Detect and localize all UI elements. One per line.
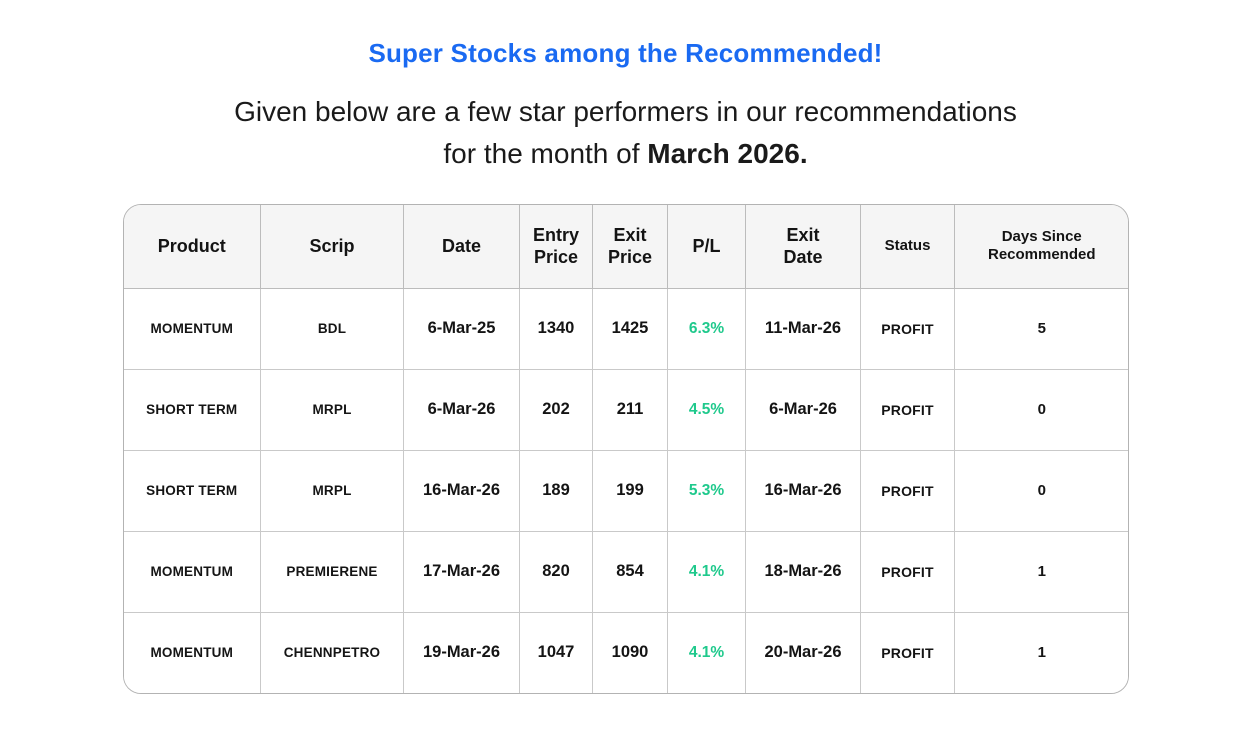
cell-product: MOMENTUM: [123, 530, 261, 613]
table-row: SHORT TERM MRPL 6-Mar-26 202 211 4.5% 6-…: [123, 368, 1128, 451]
cell-days-since: 1: [954, 611, 1128, 693]
cell-exit-price: 1425: [592, 287, 668, 370]
cell-scrip: MRPL: [260, 449, 404, 532]
cell-pl: 5.3%: [667, 449, 746, 532]
cell-days-since: 5: [954, 287, 1128, 370]
cell-scrip: MRPL: [260, 368, 404, 451]
recommendations-table: Product Scrip Date Entry Price Exit Pric…: [122, 204, 1129, 694]
cell-product: SHORT TERM: [123, 368, 261, 451]
cell-days-since: 0: [954, 449, 1128, 532]
cell-status: PROFIT: [860, 611, 955, 693]
cell-entry-price: 189: [519, 449, 593, 532]
cell-scrip: BDL: [260, 287, 404, 370]
cell-entry-price: 1047: [519, 611, 593, 693]
table-header-row: Product Scrip Date Entry Price Exit Pric…: [123, 205, 1128, 289]
col-header-days-since: Days Since Recommended: [954, 205, 1128, 289]
subtitle-month-highlight: March 2026.: [647, 138, 808, 169]
cell-status: PROFIT: [860, 287, 955, 370]
page-title: Super Stocks among the Recommended!: [368, 38, 883, 68]
cell-exit-date: 20-Mar-26: [745, 611, 861, 693]
col-header-date: Date: [403, 205, 520, 289]
cell-status: PROFIT: [860, 530, 955, 613]
cell-exit-date: 18-Mar-26: [745, 530, 861, 613]
cell-status: PROFIT: [860, 449, 955, 532]
subtitle-line1: Given below are a few star performers in…: [234, 96, 1017, 127]
col-header-status: Status: [860, 205, 955, 289]
page-subtitle: Given below are a few star performers in…: [0, 91, 1251, 175]
cell-product: SHORT TERM: [123, 449, 261, 532]
cell-exit-date: 6-Mar-26: [745, 368, 861, 451]
col-header-product: Product: [123, 205, 261, 289]
cell-exit-price: 1090: [592, 611, 668, 693]
cell-date: 6-Mar-26: [403, 368, 520, 451]
table-row: MOMENTUM PREMIERENE 17-Mar-26 820 854 4.…: [123, 530, 1128, 613]
cell-exit-date: 16-Mar-26: [745, 449, 861, 532]
cell-product: MOMENTUM: [123, 611, 261, 693]
col-header-pl: P/L: [667, 205, 746, 289]
cell-entry-price: 820: [519, 530, 593, 613]
col-header-scrip: Scrip: [260, 205, 404, 289]
col-header-entry-price: Entry Price: [519, 205, 593, 289]
cell-entry-price: 202: [519, 368, 593, 451]
subtitle-line2: for the month of: [443, 138, 648, 169]
cell-exit-date: 11-Mar-26: [745, 287, 861, 370]
cell-pl: 6.3%: [667, 287, 746, 370]
cell-product: MOMENTUM: [123, 287, 261, 370]
cell-exit-price: 199: [592, 449, 668, 532]
cell-date: 19-Mar-26: [403, 611, 520, 693]
col-header-exit-date: Exit Date: [745, 205, 861, 289]
cell-scrip: PREMIERENE: [260, 530, 404, 613]
cell-pl: 4.1%: [667, 530, 746, 613]
cell-entry-price: 1340: [519, 287, 593, 370]
cell-exit-price: 854: [592, 530, 668, 613]
cell-days-since: 0: [954, 368, 1128, 451]
table-row: MOMENTUM BDL 6-Mar-25 1340 1425 6.3% 11-…: [123, 287, 1128, 370]
cell-date: 17-Mar-26: [403, 530, 520, 613]
cell-date: 6-Mar-25: [403, 287, 520, 370]
col-header-exit-price: Exit Price: [592, 205, 668, 289]
cell-exit-price: 211: [592, 368, 668, 451]
cell-pl: 4.5%: [667, 368, 746, 451]
table-row: MOMENTUM CHENNPETRO 19-Mar-26 1047 1090 …: [123, 611, 1128, 693]
cell-pl: 4.1%: [667, 611, 746, 693]
cell-scrip: CHENNPETRO: [260, 611, 404, 693]
cell-days-since: 1: [954, 530, 1128, 613]
table-row: SHORT TERM MRPL 16-Mar-26 189 199 5.3% 1…: [123, 449, 1128, 532]
cell-status: PROFIT: [860, 368, 955, 451]
cell-date: 16-Mar-26: [403, 449, 520, 532]
